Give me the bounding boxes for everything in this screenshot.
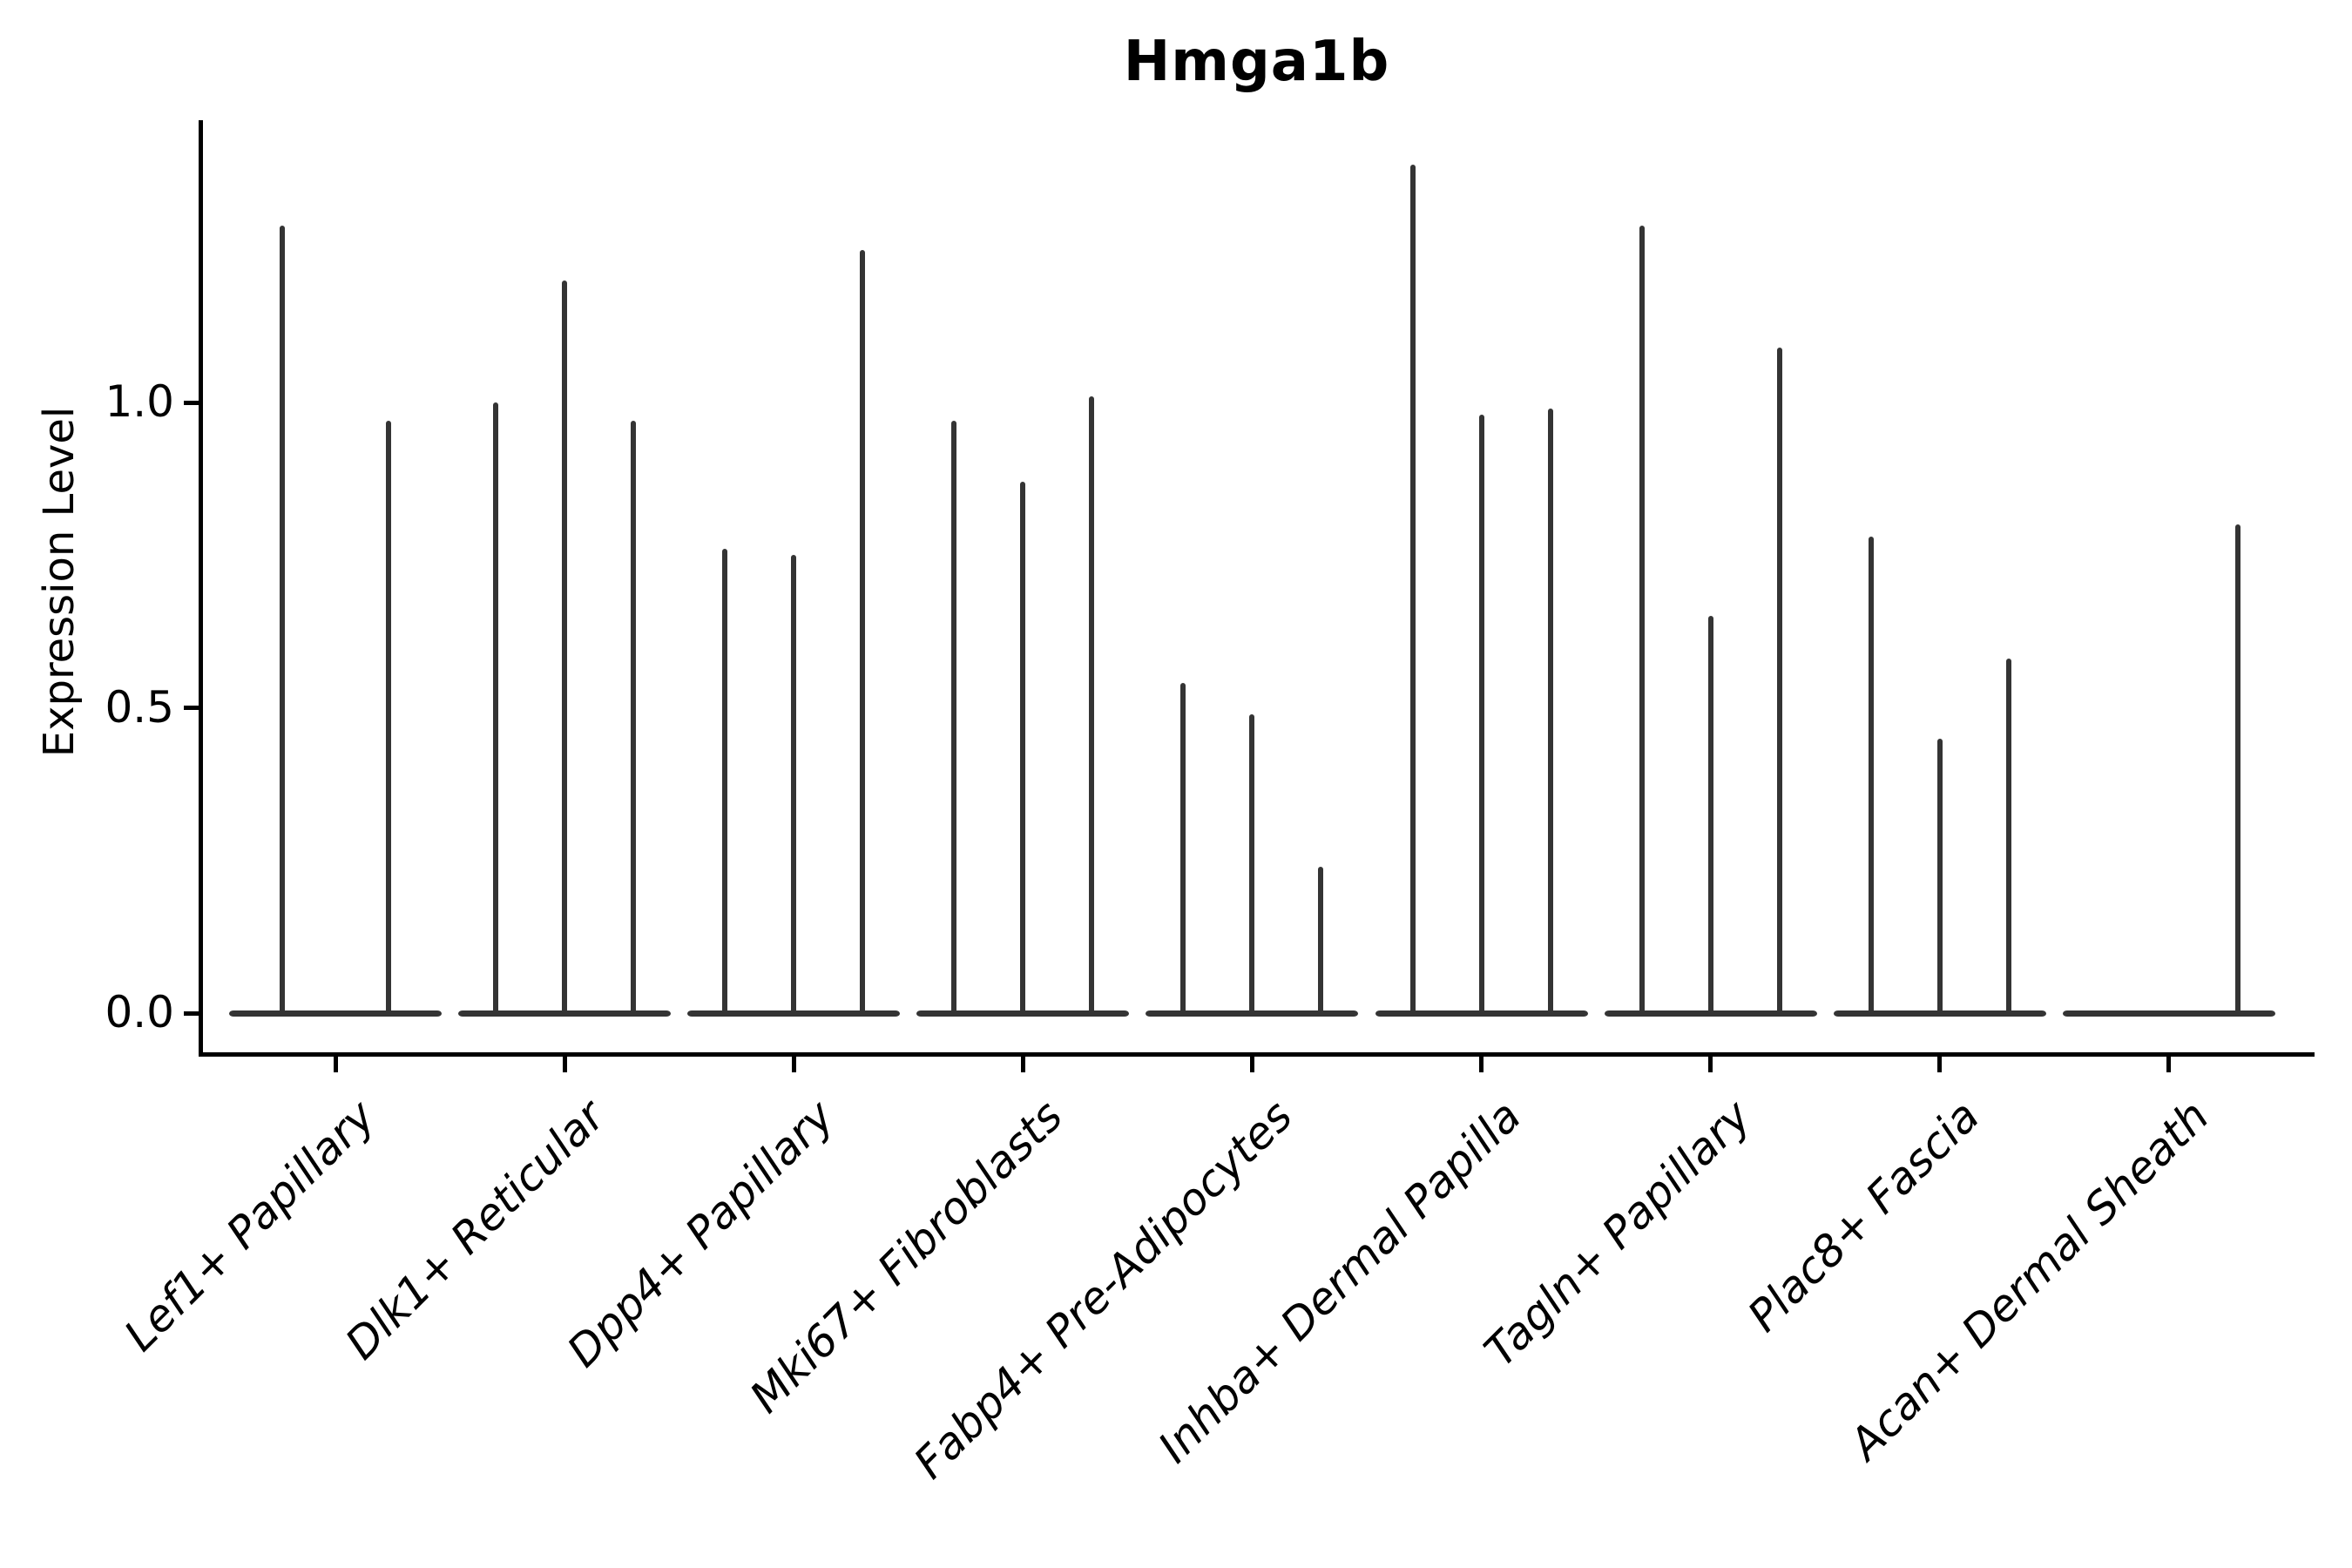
- x-tick-mark: [1708, 1057, 1713, 1072]
- violin-spike: [860, 249, 866, 1017]
- x-tick-mark: [1249, 1057, 1254, 1072]
- violin-spike: [1249, 713, 1255, 1017]
- x-tick-mark: [791, 1057, 796, 1072]
- y-tick-label: 1.0: [105, 375, 174, 427]
- violin-spike: [1707, 616, 1713, 1017]
- y-tick-mark: [184, 1010, 200, 1016]
- violin-spike: [1547, 409, 1553, 1017]
- x-tick-label: Plac8+ Fascia: [1738, 1091, 1990, 1342]
- x-tick-mark: [2166, 1057, 2172, 1072]
- violin-spike: [1180, 683, 1186, 1017]
- violin-base: [229, 1010, 442, 1017]
- violin-spike: [2005, 659, 2011, 1017]
- violin-spike: [1936, 738, 1943, 1017]
- violin-spike: [2234, 524, 2240, 1017]
- y-axis-label: Expression Level: [35, 406, 84, 758]
- violin-spike: [951, 421, 957, 1017]
- violin-spike: [1089, 395, 1095, 1017]
- violin-spike: [493, 402, 499, 1017]
- violin-spike: [631, 421, 637, 1017]
- x-tick-label: Lef1+ Papillary: [114, 1091, 386, 1362]
- y-axis-spine: [199, 120, 203, 1057]
- violin-spike: [1639, 225, 1645, 1017]
- violin-spike: [1020, 482, 1026, 1017]
- violin-spike: [1478, 415, 1484, 1017]
- x-tick-mark: [1479, 1057, 1484, 1072]
- x-tick-mark: [1937, 1057, 1943, 1072]
- x-tick-label: Inhba+ Dermal Papilla: [1149, 1091, 1531, 1473]
- violin-spike: [1409, 164, 1416, 1017]
- y-tick-label: 0.5: [105, 681, 174, 733]
- violin-spike: [1318, 866, 1324, 1017]
- x-tick-mark: [562, 1057, 567, 1072]
- violin-spike: [386, 421, 391, 1017]
- violin-spike: [1776, 347, 1782, 1017]
- y-tick-mark: [184, 706, 200, 710]
- x-tick-label: Fabp4+ Pre-Adipocytes: [903, 1091, 1302, 1489]
- y-tick-label: 0.0: [105, 986, 174, 1037]
- violin-spike: [562, 280, 568, 1017]
- violin-spike: [791, 555, 797, 1017]
- plot-title: Hmga1b: [1123, 30, 1390, 94]
- x-axis-spine: [199, 1052, 2315, 1057]
- violin-spike: [722, 549, 728, 1017]
- violin-spike: [1868, 537, 1874, 1017]
- x-tick-mark: [1020, 1057, 1025, 1072]
- y-tick-mark: [184, 400, 200, 405]
- violin-spike: [280, 225, 285, 1017]
- x-tick-mark: [333, 1057, 338, 1072]
- violin-base: [2062, 1010, 2275, 1017]
